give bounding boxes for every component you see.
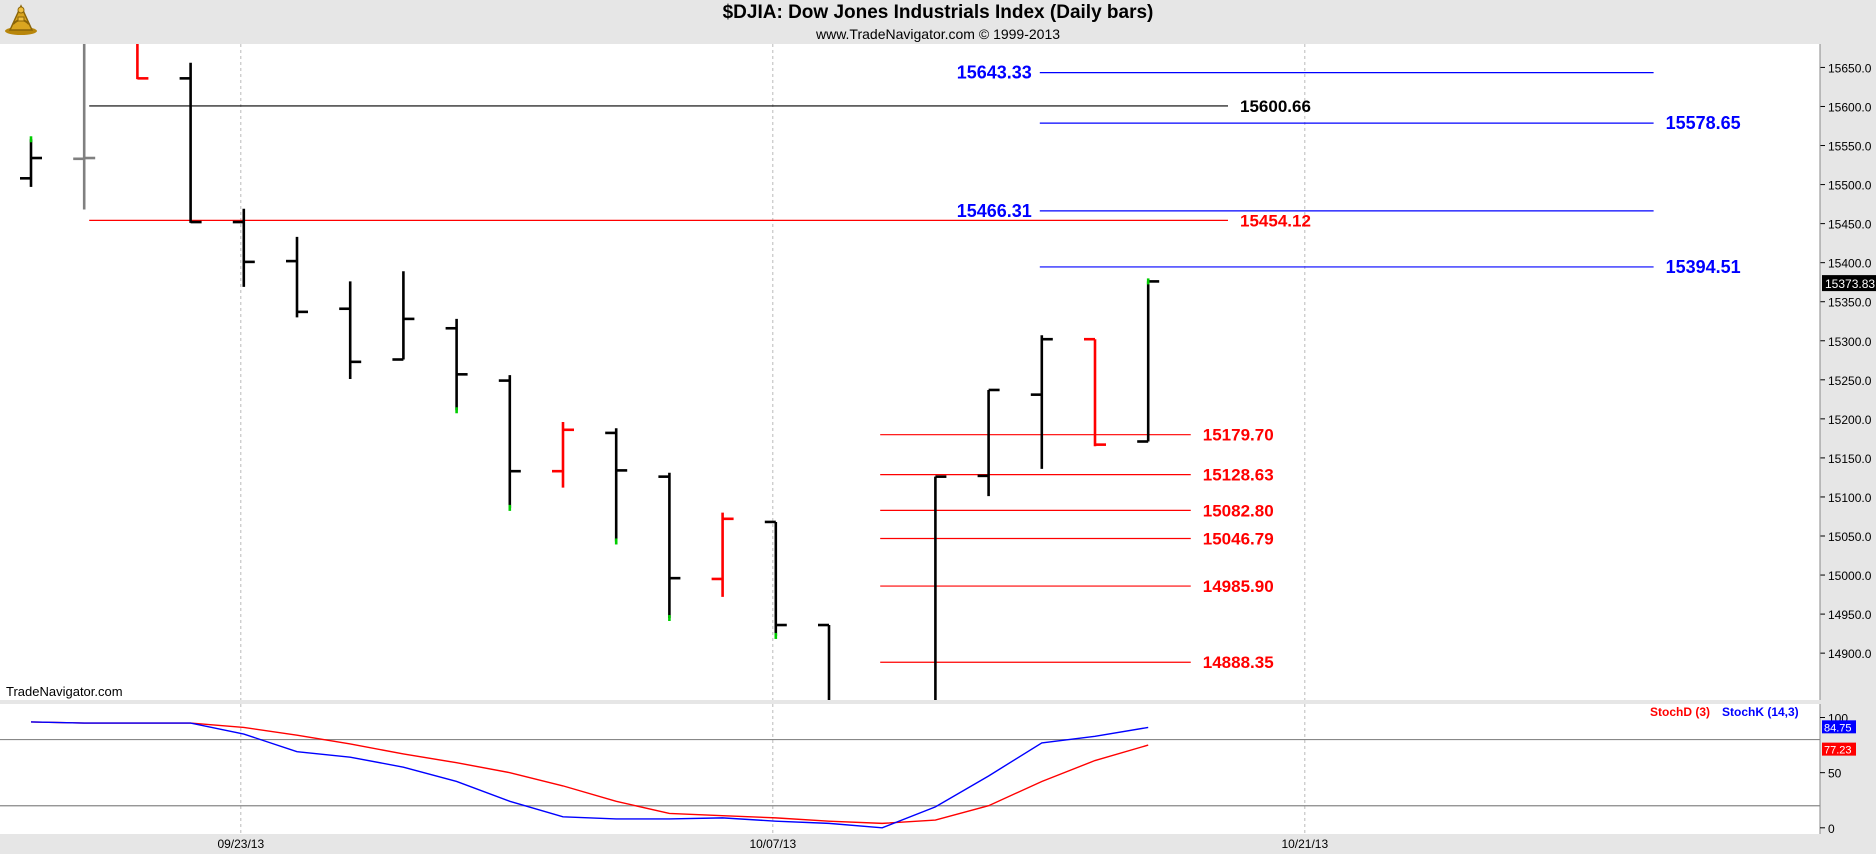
- x-tick-label: 09/23/13: [217, 837, 264, 851]
- legend-stoch-d: StochD (3): [1650, 705, 1710, 719]
- ohlc-bar: [339, 281, 362, 380]
- stoch-legend: StochD (3) StochK (14,3): [1650, 705, 1799, 719]
- ohlc-bar: [73, 44, 96, 210]
- watermark: TradeNavigator.com: [6, 684, 123, 699]
- price-chart[interactable]: 15643.33 15600.66 15578.65 15466.31 15454.12…: [0, 44, 1876, 700]
- x-axis-bg: [0, 834, 1876, 854]
- price-y-tick-label: 15450.0: [1828, 218, 1872, 232]
- price-y-tick-label: 15250.0: [1828, 374, 1872, 388]
- level-label: 14985.90: [1203, 577, 1274, 596]
- legend-stoch-k: StochK (14,3): [1722, 705, 1799, 719]
- level-label: 15128.63: [1203, 466, 1274, 485]
- sextant-icon[interactable]: [2, 2, 40, 36]
- price-y-axis: 14900.0 14950.0 15000.0 15050.0 15100.0 15150…: [1819, 44, 1872, 700]
- ohlc-bar: [20, 136, 42, 187]
- price-y-tick-label: 15000.0: [1828, 569, 1872, 583]
- price-grid: [240, 44, 1306, 700]
- ohlc-bar: [764, 520, 787, 639]
- x-tick-label: 10/21/13: [1281, 837, 1328, 851]
- price-y-tick-label: 15500.0: [1828, 179, 1872, 193]
- price-bars: [20, 44, 1160, 700]
- ohlc-bar: [286, 236, 308, 318]
- stoch-last-label: 77.23: [1824, 745, 1852, 757]
- price-y-tick-label: 15100.0: [1828, 491, 1872, 505]
- ohlc-bar: [498, 375, 521, 511]
- stoch-series-line: [30, 721, 1149, 829]
- stoch-grid: [0, 704, 1820, 834]
- ohlc-bar: [1084, 337, 1106, 447]
- level-label: 15578.65: [1666, 113, 1741, 133]
- last-price-marker: 15373.83: [1822, 275, 1876, 292]
- ohlc-bar: [658, 472, 681, 621]
- stoch-last-box: [1822, 720, 1856, 734]
- last-price-box: [1822, 275, 1876, 292]
- price-y-tick-label: 15150.0: [1828, 452, 1872, 466]
- chart-subtitle: www.TradeNavigator.com © 1999-2013: [815, 26, 1061, 42]
- price-y-tick-label: 14950.0: [1828, 608, 1872, 622]
- price-y-tick-label: 14900.0: [1828, 647, 1872, 661]
- x-tick-label: 10/07/13: [749, 837, 796, 851]
- ohlc-bar: [179, 62, 202, 224]
- level-label: 15466.31: [957, 201, 1032, 221]
- price-y-tick-label: 15050.0: [1828, 530, 1872, 544]
- stoch-y-tick-label: 0: [1828, 822, 1835, 834]
- last-price-label: 15373.83: [1825, 277, 1875, 291]
- chart-title: $DJIA: Dow Jones Industrials Index (Dail…: [722, 2, 1154, 23]
- level-label: 15082.80: [1203, 501, 1274, 520]
- stoch-last-label: 84.75: [1824, 722, 1852, 734]
- ohlc-bar: [232, 208, 255, 287]
- price-y-tick-label: 15600.0: [1828, 100, 1872, 114]
- stoch-plot-area: [0, 704, 1820, 834]
- level-label: 15643.33: [957, 63, 1032, 83]
- ohlc-bar: [1030, 335, 1053, 469]
- ohlc-bar: [818, 623, 831, 700]
- price-levels: 15643.33 15600.66 15578.65 15466.31 15454.12…: [89, 63, 1741, 672]
- level-label: 14888.35: [1203, 653, 1274, 672]
- ohlc-bar: [605, 428, 628, 545]
- ohlc-bar: [1137, 278, 1160, 443]
- price-y-tick-label: 15350.0: [1828, 296, 1872, 310]
- stoch-series-line: [30, 721, 1149, 825]
- level-label: 15454.12: [1240, 211, 1311, 230]
- ohlc-bar: [136, 44, 149, 80]
- x-axis: 09/23/13 10/07/13 10/21/13: [0, 834, 1876, 854]
- level-label: 15046.79: [1203, 530, 1274, 549]
- level-label: 15179.70: [1203, 426, 1274, 445]
- ohlc-bar: [711, 512, 734, 597]
- ohlc-bar: [392, 271, 415, 361]
- ohlc-bar: [552, 421, 574, 488]
- level-label: 15394.51: [1666, 257, 1741, 277]
- ohlc-bar: [934, 475, 947, 700]
- price-y-tick-label: 15400.0: [1828, 257, 1872, 271]
- ohlc-bar: [977, 388, 1000, 497]
- price-y-tick-label: 15550.0: [1828, 140, 1872, 154]
- stoch-last-box: [1822, 742, 1856, 756]
- price-y-tick-label: 15650.0: [1828, 61, 1872, 75]
- ohlc-bar: [445, 318, 468, 414]
- price-y-tick-label: 15200.0: [1828, 413, 1872, 427]
- level-label: 15600.66: [1240, 97, 1311, 116]
- price-plot-area: [0, 44, 1820, 700]
- price-y-tick-label: 15300.0: [1828, 335, 1872, 349]
- stoch-y-tick-label: 50: [1828, 767, 1842, 781]
- stoch-lines: [30, 721, 1149, 829]
